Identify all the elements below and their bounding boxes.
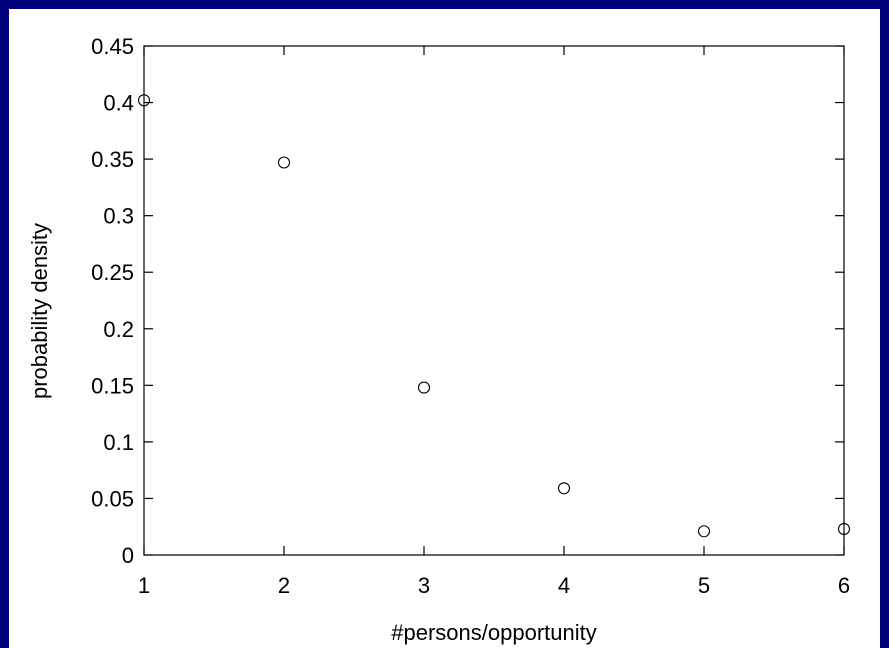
data-points xyxy=(137,94,851,538)
y-tick-label: 0 xyxy=(122,543,134,568)
y-tick-label: 0.05 xyxy=(91,486,134,511)
plot-border xyxy=(143,45,845,556)
y-tick-label: 0.2 xyxy=(103,317,134,342)
y-tick-label: 0.25 xyxy=(91,260,134,285)
x-tick-label: 3 xyxy=(418,573,430,598)
data-point xyxy=(557,482,571,495)
scatter-chart: 0 0.05 0.1 0.15 0.2 0.25 0.3 0.35 0.4 0.45 1 2 3 4 5 6… xyxy=(27,34,851,645)
data-point xyxy=(137,94,151,107)
x-tick-label: 1 xyxy=(138,573,150,598)
data-point xyxy=(837,522,851,536)
x-tick-label: 2 xyxy=(278,573,290,598)
data-point xyxy=(697,525,711,538)
chart-panel: 0 0.05 0.1 0.15 0.2 0.25 0.3 0.35 0.4 0.45 1 2 3 4 5 6… xyxy=(9,9,880,648)
data-point xyxy=(417,381,431,394)
y-axis: 0 0.05 0.1 0.15 0.2 0.25 0.3 0.35 0.4 0.45 xyxy=(91,34,844,568)
data-point xyxy=(277,156,291,169)
y-tick-label: 0.15 xyxy=(91,373,134,398)
y-tick-label: 0.35 xyxy=(91,147,134,172)
y-tick-label: 0.4 xyxy=(103,91,134,116)
x-axis: 1 2 3 4 5 6 xyxy=(138,46,850,598)
y-tick-label: 0.45 xyxy=(91,34,134,59)
x-tick-label: 5 xyxy=(698,573,710,598)
x-tick-label: 6 xyxy=(838,573,850,598)
y-tick-label: 0.3 xyxy=(103,204,134,229)
plot-frame xyxy=(143,45,845,556)
y-tick-label: 0.1 xyxy=(103,430,134,455)
x-axis-label: #persons/opportunity xyxy=(391,620,596,645)
y-axis-label: probability density xyxy=(27,223,52,399)
x-tick-label: 4 xyxy=(558,573,570,598)
